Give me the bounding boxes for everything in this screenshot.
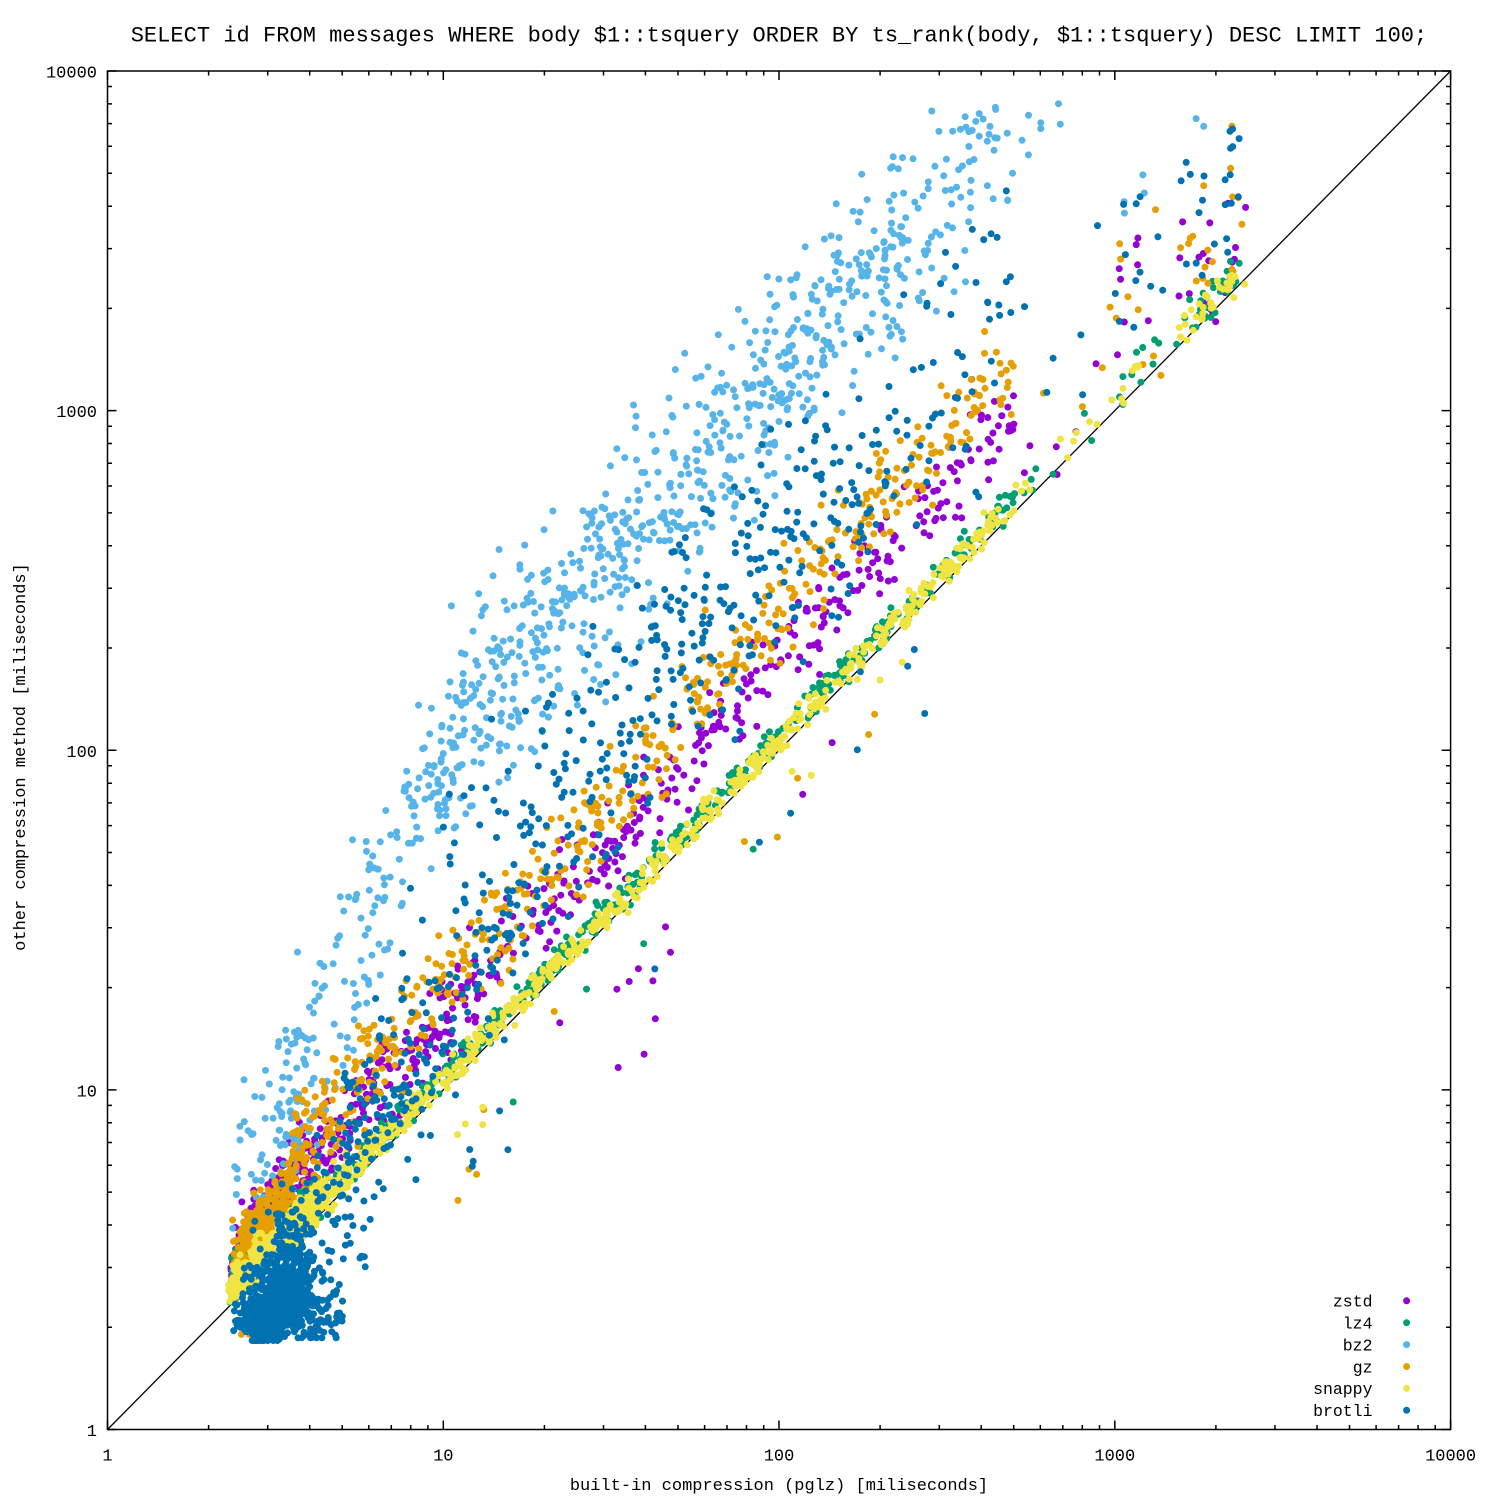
svg-text:snappy: snappy <box>1313 1380 1373 1399</box>
svg-text:gz: gz <box>1353 1358 1373 1377</box>
svg-text:bz2: bz2 <box>1343 1336 1373 1355</box>
svg-text:SELECT id FROM messages WHERE: SELECT id FROM messages WHERE body $1::t… <box>131 24 1428 49</box>
svg-text:1: 1 <box>102 1448 112 1467</box>
svg-text:built-in compression (pglz) [m: built-in compression (pglz) [miliseconds… <box>570 1477 988 1496</box>
svg-text:10: 10 <box>77 1083 97 1102</box>
svg-text:10: 10 <box>433 1448 453 1467</box>
svg-text:other compression method [mili: other compression method [miliseconds] <box>12 563 31 951</box>
svg-text:10000: 10000 <box>46 65 97 84</box>
svg-text:zstd: zstd <box>1333 1293 1373 1312</box>
svg-text:100: 100 <box>764 1448 795 1467</box>
svg-text:10000: 10000 <box>1425 1448 1476 1467</box>
svg-text:1: 1 <box>87 1423 97 1442</box>
svg-text:brotli: brotli <box>1313 1402 1373 1421</box>
svg-text:100: 100 <box>66 744 97 763</box>
svg-text:1000: 1000 <box>1094 1448 1135 1467</box>
svg-text:lz4: lz4 <box>1343 1315 1373 1334</box>
svg-text:1000: 1000 <box>56 404 97 423</box>
